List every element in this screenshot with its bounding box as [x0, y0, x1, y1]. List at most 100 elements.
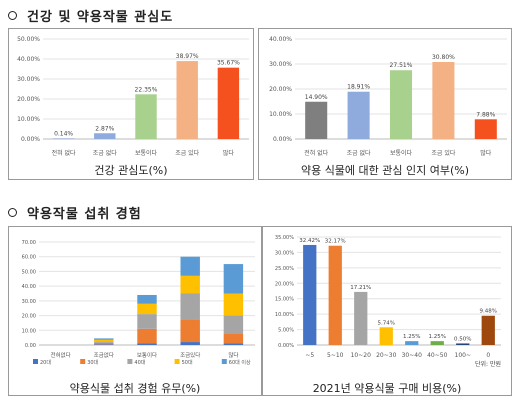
panel-health-interest: 0.00% 10.00% 20.00% 30.00% 40.00% 50.00% 0.14%… — [8, 28, 254, 180]
y-tick-label: 10.00% — [275, 312, 294, 318]
data-label: 2.87% — [95, 125, 114, 132]
y-tick-label: 60.00 — [22, 255, 36, 261]
y-tick-label: 30.00 — [22, 299, 36, 305]
x-tick-label: 30~40 — [402, 352, 422, 359]
chart-health-interest: 0.00% 10.00% 20.00% 30.00% 40.00% 50.00% 0.14%… — [17, 36, 249, 157]
x-tick-label: 0 — [486, 352, 490, 359]
caption-purchase-cost: 2021년 약용식물 구매 비용(%) — [312, 382, 462, 395]
y-tick-label: 25.00% — [275, 266, 294, 272]
section-title-intake: 약용작물 섭취 경험 — [8, 203, 142, 222]
bar-segment — [137, 328, 157, 344]
bar — [354, 291, 368, 345]
x-tick-label: 전혀 없다 — [52, 149, 76, 157]
x-tick-label: 전혀 없다 — [304, 149, 328, 157]
bar-segment — [180, 275, 200, 294]
bar — [94, 133, 116, 139]
bar-segment — [180, 342, 200, 345]
bar — [176, 61, 198, 140]
circle-bullet-icon — [8, 208, 17, 217]
bar — [303, 244, 317, 345]
unit-note: 단위: 만원 — [475, 360, 501, 368]
section-title-interest-text: 건강 및 약용작물 관심도 — [27, 10, 174, 25]
y-tick-label: 0.00% — [273, 136, 292, 143]
bar — [389, 70, 413, 139]
x-tick-label: 조금 없다 — [93, 149, 117, 157]
bar — [347, 91, 370, 139]
y-tick-label: 10.00 — [22, 328, 36, 334]
circle-bullet-icon — [8, 11, 17, 20]
bar-segment — [223, 264, 244, 294]
legend-label: 30대 — [87, 359, 98, 366]
bar-segment — [223, 293, 244, 316]
y-tick-label: 0.00 — [25, 343, 36, 349]
bar — [430, 341, 444, 345]
y-tick-label: 35.00% — [275, 235, 294, 241]
panel-purchase-cost: 0.00% 5.00% 10.00% 15.00% 20.00% 25.00% 30.00%… — [262, 226, 512, 396]
bar-segment — [223, 343, 244, 345]
bar — [432, 62, 455, 139]
bar-segment — [137, 343, 157, 345]
caption-food-awareness: 약용 식물에 대한 관심 인지 여부(%) — [300, 164, 470, 177]
data-label: 35.67% — [217, 60, 240, 67]
caption-health-interest: 건강 관심도(%) — [94, 164, 168, 177]
y-tick-label: 40.00 — [22, 284, 36, 290]
x-tick-label: 많다 — [223, 149, 235, 157]
y-tick-label: 30.00% — [269, 61, 292, 68]
legend-label: 50대 — [182, 359, 193, 366]
y-tick-label: 40.00% — [17, 56, 40, 63]
data-label: 30.80% — [432, 54, 455, 61]
data-label: 27.51% — [390, 62, 413, 69]
panel-food-awareness: 0.00% 10.00% 20.00% 30.00% 40.00% 14.90% 전혀 없다… — [258, 28, 512, 180]
bar-segment — [94, 338, 114, 340]
legend-swatch — [221, 359, 227, 364]
x-tick-label: 많다 — [228, 351, 238, 359]
bar-segment — [223, 333, 244, 344]
data-label: 0.50% — [454, 336, 471, 342]
y-tick-label: 40.00% — [269, 36, 292, 43]
data-label: 14.90% — [305, 94, 328, 101]
legend-swatch — [127, 359, 133, 364]
y-tick-label: 30.00% — [17, 76, 40, 83]
data-label: 0.14% — [54, 131, 73, 138]
y-tick-label: 0.00% — [21, 136, 40, 143]
data-label: 9.48% — [480, 309, 497, 315]
data-label: 1.25% — [403, 334, 420, 340]
bar-segment — [137, 294, 157, 304]
legend-swatch — [174, 359, 180, 364]
data-label: 18.91% — [347, 84, 370, 91]
y-tick-label: 50.00 — [22, 269, 36, 275]
section-title-intake-text: 약용작물 섭취 경험 — [27, 207, 142, 222]
bar-segment — [94, 342, 114, 345]
y-tick-label: 20.00 — [22, 314, 36, 320]
data-label: 5.74% — [378, 320, 395, 326]
bar-segment — [180, 293, 200, 320]
bar — [328, 245, 342, 345]
bar — [305, 101, 328, 139]
x-tick-label: 전혀없다 — [50, 351, 70, 359]
data-label: 32.42% — [299, 238, 320, 244]
section-title-interest: 건강 및 약용작물 관심도 — [8, 6, 173, 25]
y-tick-label: 70.00 — [22, 240, 36, 246]
legend-swatch — [80, 359, 86, 364]
data-label: 32.17% — [325, 239, 346, 245]
y-tick-label: 50.00% — [17, 36, 40, 43]
bar-segment — [137, 314, 157, 329]
x-tick-label: 100~ — [455, 352, 471, 359]
y-tick-label: 10.00% — [17, 116, 40, 123]
chart-purchase-cost: 0.00% 5.00% 10.00% 15.00% 20.00% 25.00% 30.00%… — [275, 235, 501, 368]
x-tick-label: 조금 있다 — [175, 149, 199, 157]
data-label: 7.88% — [476, 111, 495, 118]
x-tick-label: 40~50 — [427, 352, 447, 359]
bar-segment — [94, 341, 114, 343]
bar-segment — [180, 319, 200, 343]
caption-intake-experience: 약용식물 섭취 경험 유무(%) — [69, 382, 201, 395]
y-tick-label: 20.00% — [269, 86, 292, 93]
y-tick-label: 10.00% — [269, 111, 292, 118]
data-label: 17.21% — [350, 285, 371, 291]
x-tick-label: 조금 있다 — [431, 149, 455, 157]
y-tick-label: 30.00% — [275, 250, 294, 256]
chart-intake-experience: 0.00 10.00 20.00 30.00 40.00 50.00 60.00 70.00 전… — [22, 240, 255, 366]
chart-food-awareness: 0.00% 10.00% 20.00% 30.00% 40.00% 14.90% 전혀 없다… — [269, 36, 507, 157]
y-tick-label: 0.00% — [278, 343, 294, 349]
bar — [135, 94, 157, 139]
